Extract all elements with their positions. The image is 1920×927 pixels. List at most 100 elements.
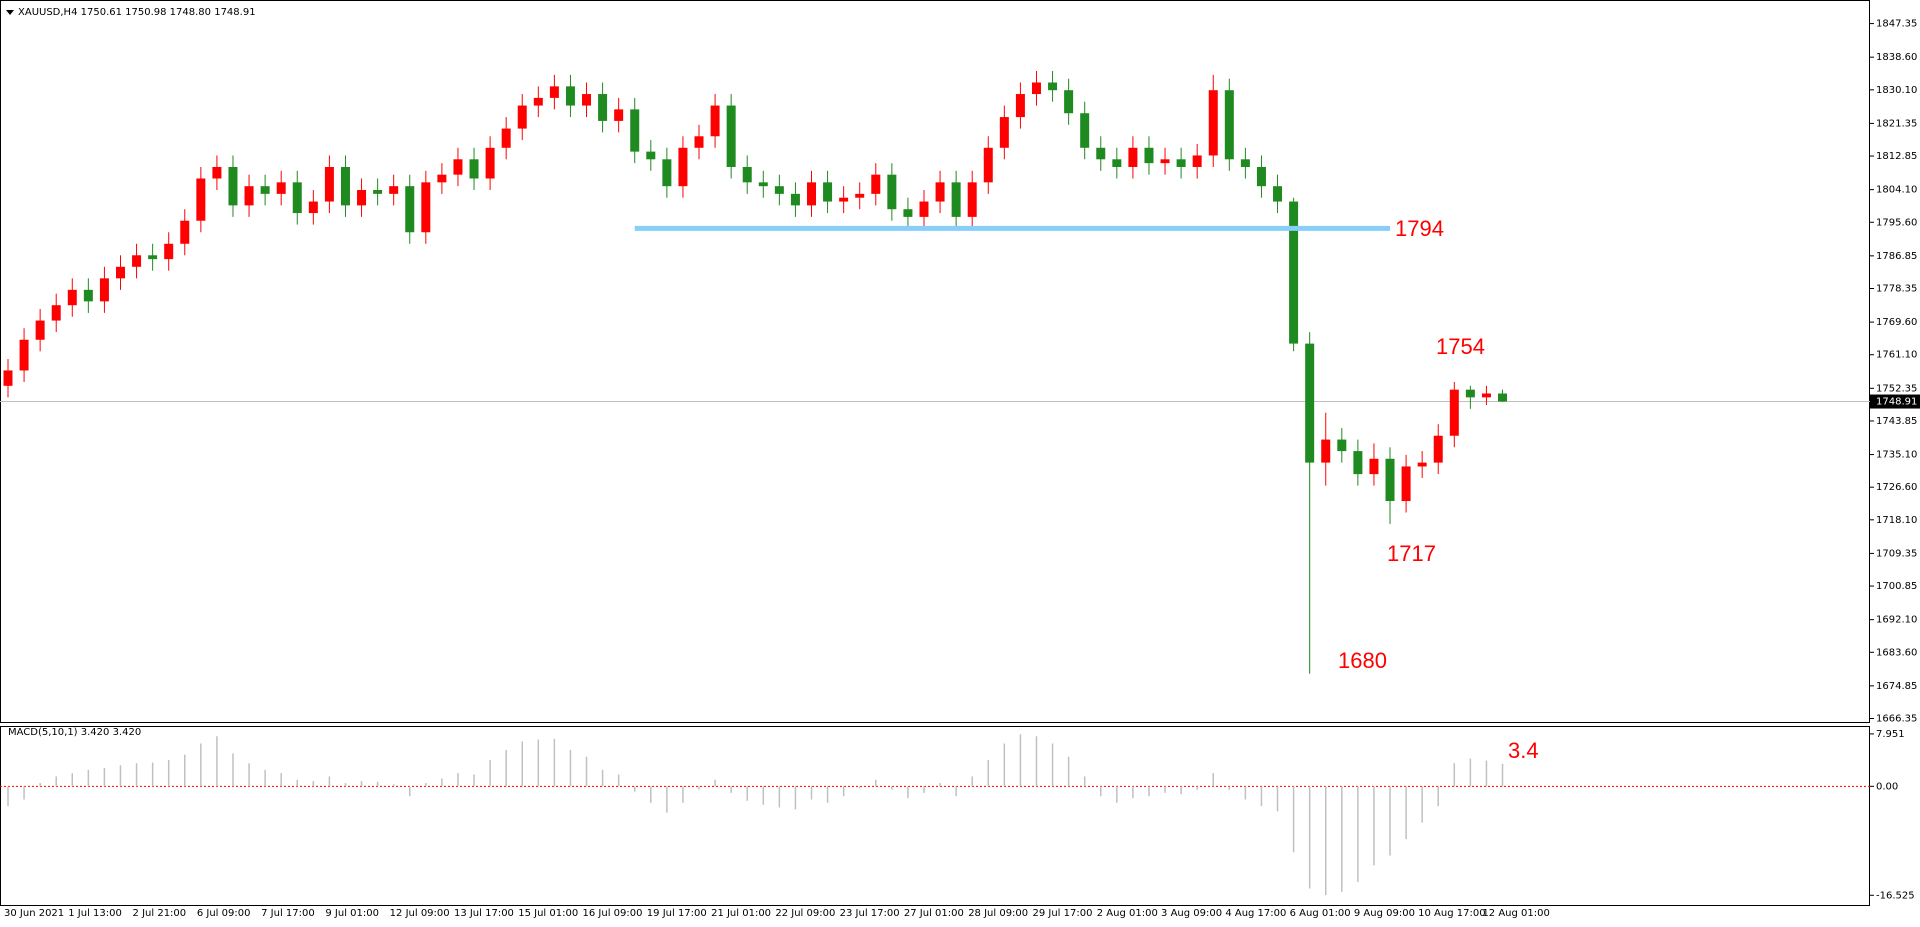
x-tick-label: 1 Jul 13:00 — [68, 908, 122, 919]
candle-body — [598, 94, 608, 121]
y-tick-label: 1761.10 — [1876, 350, 1917, 361]
candle-body — [1369, 458, 1379, 475]
candle-body — [678, 147, 688, 187]
y-tick-label: 1812.85 — [1876, 151, 1917, 162]
candle-body — [308, 201, 318, 214]
candle-body — [1192, 155, 1202, 167]
candle-body — [35, 320, 45, 340]
y-tick-label: 1692.10 — [1876, 615, 1917, 626]
candle-body — [1417, 462, 1427, 467]
candle-body — [260, 186, 270, 194]
candle-body — [517, 105, 527, 129]
candle-body — [1305, 343, 1315, 463]
candle-body — [453, 159, 463, 175]
y-tick-label: -16.525 — [1876, 890, 1915, 901]
candle-body — [1481, 393, 1491, 398]
candle-body — [51, 305, 61, 321]
candle-body — [839, 197, 849, 202]
candle-body — [1256, 166, 1266, 187]
candle-body — [405, 186, 415, 233]
y-tick-label: 1709.35 — [1876, 548, 1917, 559]
candle-body — [549, 86, 559, 98]
x-tick-label: 3 Aug 09:00 — [1161, 908, 1222, 919]
candle-body — [999, 117, 1009, 148]
x-tick-label: 4 Aug 17:00 — [1225, 908, 1286, 919]
candle-body — [421, 182, 431, 233]
last-price-box — [1870, 394, 1920, 409]
macd-title: MACD(5,10,1) 3.420 3.420 — [8, 727, 141, 738]
y-tick-label: 1847.35 — [1876, 19, 1917, 30]
y-tick-label: 1743.85 — [1876, 416, 1917, 427]
candle-body — [148, 255, 158, 260]
candle-body — [1449, 389, 1459, 436]
y-tick-label: 1838.60 — [1876, 52, 1917, 63]
y-tick-label: 1735.10 — [1876, 450, 1917, 461]
x-tick-label: 9 Jul 01:00 — [325, 908, 379, 919]
candle-body — [1208, 90, 1218, 156]
candle-body — [871, 174, 881, 194]
x-tick-label: 21 Jul 01:00 — [711, 908, 771, 919]
candle-body — [485, 147, 495, 179]
candle-body — [726, 105, 736, 167]
x-tick-label: 12 Aug 01:00 — [1482, 908, 1549, 919]
candle-body — [903, 209, 913, 217]
chart-title: XAUUSD,H4 1750.61 1750.98 1748.80 1748.9… — [18, 7, 256, 18]
x-tick-label: 30 Jun 2021 — [4, 908, 64, 919]
candle-body — [887, 174, 897, 210]
candle-body — [276, 182, 286, 194]
candle-body — [1273, 186, 1283, 202]
candle-body — [1240, 159, 1250, 167]
candle-body — [967, 182, 977, 217]
candle-body — [1112, 159, 1122, 167]
candle-body — [1015, 94, 1025, 118]
candle-body — [1321, 439, 1331, 463]
candle-body — [983, 147, 993, 183]
candle-body — [164, 243, 174, 260]
x-tick-label: 6 Jul 09:00 — [197, 908, 251, 919]
support-label: 1794 — [1395, 216, 1444, 241]
candle-body — [1096, 147, 1106, 160]
x-tick-label: 28 Jul 09:00 — [968, 908, 1028, 919]
candle-body — [646, 151, 656, 160]
candle-body — [99, 278, 109, 302]
candle-body — [1337, 439, 1347, 452]
candle-body — [132, 255, 142, 267]
main-panel-frame — [0, 0, 1870, 723]
candle-body — [3, 370, 13, 386]
x-tick-label: 19 Jul 17:00 — [647, 908, 707, 919]
y-tick-label: 1804.10 — [1876, 185, 1917, 196]
candle-body — [196, 178, 206, 221]
candle-body — [1128, 147, 1138, 167]
x-tick-label: 9 Aug 09:00 — [1354, 908, 1415, 919]
price-annotation: 1754 — [1436, 334, 1485, 359]
candle-body — [1385, 458, 1395, 502]
candle-body — [67, 289, 77, 306]
candle-body — [1144, 147, 1154, 164]
x-tick-label: 16 Jul 09:00 — [583, 908, 643, 919]
y-tick-label: 7.951 — [1876, 729, 1905, 740]
x-tick-label: 22 Jul 09:00 — [775, 908, 835, 919]
macd-panel-frame — [0, 726, 1870, 906]
macd-annotation: 3.4 — [1508, 738, 1539, 763]
candle-body — [501, 128, 511, 148]
candle-body — [1498, 393, 1508, 402]
candle-body — [244, 186, 254, 206]
y-tick-label: 1795.60 — [1876, 217, 1917, 228]
candle-body — [1031, 82, 1041, 95]
candle-body — [935, 182, 945, 202]
candle-body — [180, 220, 190, 244]
x-tick-label: 15 Jul 01:00 — [518, 908, 578, 919]
candle-body — [1176, 159, 1186, 167]
candle-body — [115, 266, 125, 279]
candle-body — [469, 159, 479, 179]
candle-body — [919, 201, 929, 217]
candle-body — [742, 166, 752, 183]
x-tick-label: 12 Jul 09:00 — [390, 908, 450, 919]
candle-body — [1353, 451, 1363, 475]
candle-body — [951, 182, 961, 217]
last-price-label: 1748.91 — [1876, 397, 1917, 408]
x-tick-label: 2 Aug 01:00 — [1097, 908, 1158, 919]
candle-body — [437, 174, 447, 183]
